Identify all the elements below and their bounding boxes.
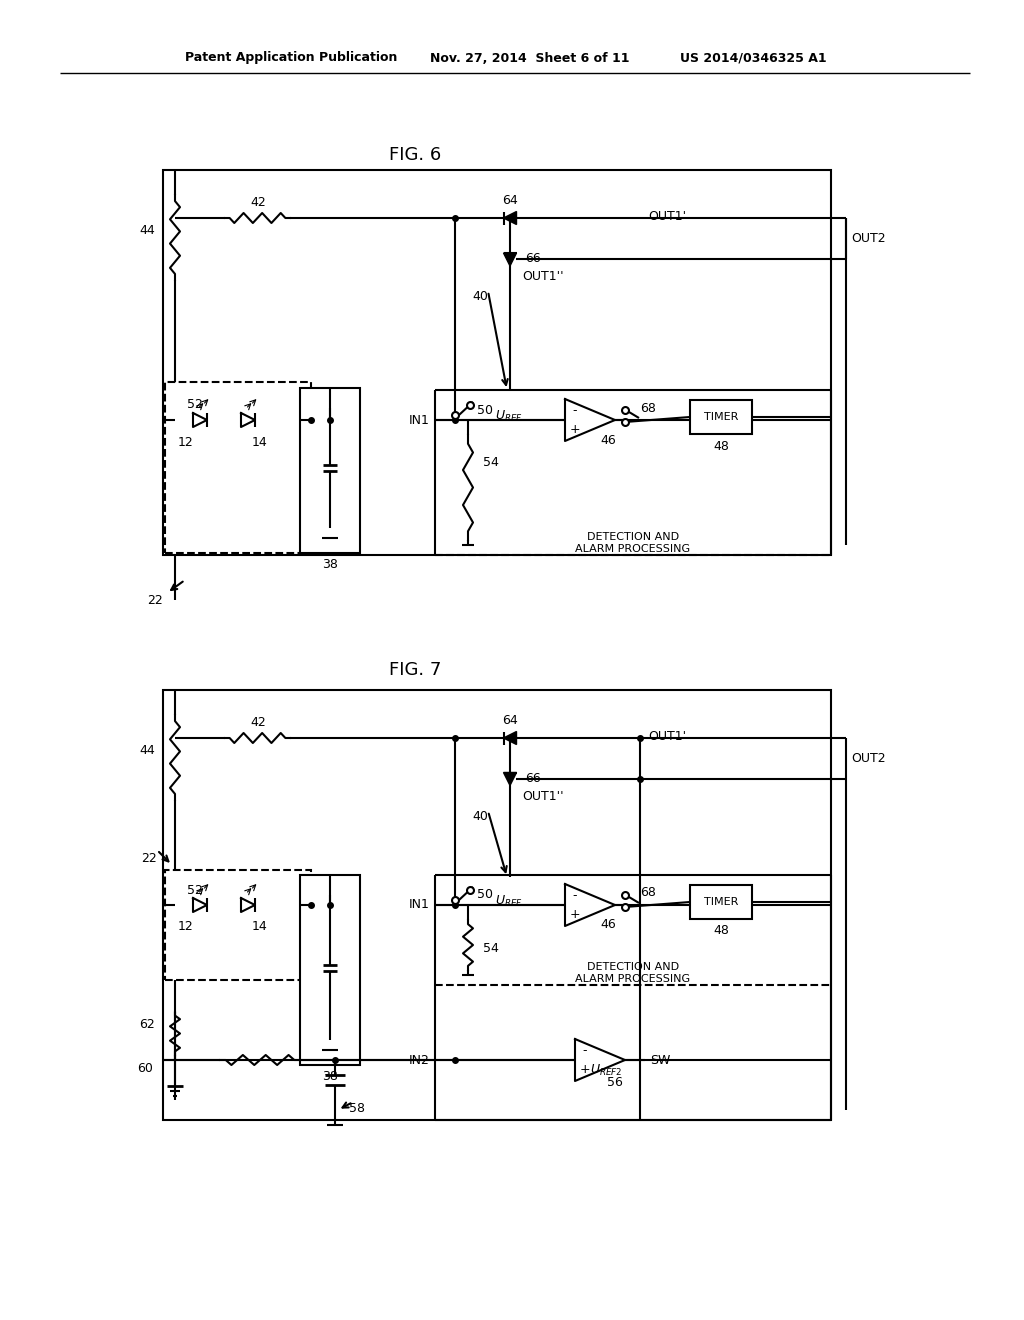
Text: 12: 12 — [178, 436, 194, 449]
Text: OUT2: OUT2 — [851, 231, 886, 244]
Text: $U_{REF2}$: $U_{REF2}$ — [590, 1063, 623, 1077]
Text: DETECTION AND: DETECTION AND — [587, 532, 679, 543]
Text: 38: 38 — [323, 1071, 338, 1084]
Bar — [300, 875, 360, 1065]
Text: 42: 42 — [250, 197, 266, 210]
Polygon shape — [193, 898, 207, 912]
Text: ALARM PROCESSING: ALARM PROCESSING — [575, 974, 690, 983]
Polygon shape — [565, 884, 615, 927]
Text: 50: 50 — [477, 888, 493, 902]
Text: 38: 38 — [323, 558, 338, 572]
Text: FIG. 7: FIG. 7 — [389, 661, 441, 678]
Text: -: - — [572, 888, 578, 902]
Text: 60: 60 — [137, 1061, 153, 1074]
Text: SW: SW — [650, 1053, 671, 1067]
Bar — [435, 389, 831, 554]
Bar — [690, 400, 752, 434]
Text: TIMER: TIMER — [703, 898, 738, 907]
Text: 54: 54 — [483, 457, 499, 470]
Text: 56: 56 — [607, 1076, 623, 1089]
Text: IN1: IN1 — [410, 899, 430, 912]
Text: $U_{REF}$: $U_{REF}$ — [495, 894, 523, 908]
Polygon shape — [193, 413, 207, 426]
Bar — [690, 884, 752, 919]
Text: 50: 50 — [477, 404, 493, 417]
Text: 40: 40 — [472, 290, 488, 304]
Text: 40: 40 — [472, 810, 488, 824]
Text: 52: 52 — [187, 883, 203, 896]
Text: 14: 14 — [252, 920, 268, 933]
Text: 44: 44 — [139, 743, 155, 756]
Text: 68: 68 — [640, 401, 656, 414]
Bar — [165, 870, 311, 979]
Polygon shape — [504, 731, 516, 744]
Text: OUT1'': OUT1'' — [522, 791, 563, 804]
Text: 52: 52 — [187, 399, 203, 412]
Polygon shape — [241, 413, 255, 426]
Text: 66: 66 — [525, 252, 541, 265]
Text: 46: 46 — [600, 919, 615, 932]
Bar — [163, 690, 831, 1119]
Text: OUT1': OUT1' — [648, 730, 686, 743]
Polygon shape — [565, 399, 615, 441]
Text: Patent Application Publication: Patent Application Publication — [185, 51, 397, 65]
Polygon shape — [504, 211, 516, 224]
Polygon shape — [504, 772, 516, 785]
Text: 44: 44 — [139, 223, 155, 236]
Text: 42: 42 — [250, 717, 266, 730]
Text: $U_{REF}$: $U_{REF}$ — [495, 408, 523, 424]
Text: 64: 64 — [502, 714, 518, 727]
Text: 66: 66 — [525, 772, 541, 785]
Bar — [163, 170, 831, 554]
Text: Nov. 27, 2014  Sheet 6 of 11: Nov. 27, 2014 Sheet 6 of 11 — [430, 51, 630, 65]
Text: -: - — [572, 404, 578, 417]
Text: -: - — [583, 1044, 587, 1057]
Text: OUT1'': OUT1'' — [522, 271, 563, 284]
Polygon shape — [504, 253, 516, 267]
Text: OUT1': OUT1' — [648, 210, 686, 223]
Text: 48: 48 — [713, 440, 729, 453]
Polygon shape — [575, 1039, 625, 1081]
Text: +: + — [569, 908, 581, 921]
Text: IN1: IN1 — [410, 413, 430, 426]
Text: US 2014/0346325 A1: US 2014/0346325 A1 — [680, 51, 826, 65]
Text: 14: 14 — [252, 436, 268, 449]
Text: 48: 48 — [713, 924, 729, 937]
Text: IN2: IN2 — [410, 1053, 430, 1067]
Text: 22: 22 — [141, 851, 157, 865]
Text: DETECTION AND: DETECTION AND — [587, 962, 679, 972]
Bar — [300, 388, 360, 553]
Text: 12: 12 — [178, 920, 194, 933]
Text: OUT2: OUT2 — [851, 751, 886, 764]
Text: +: + — [580, 1063, 590, 1076]
Text: 64: 64 — [502, 194, 518, 207]
Text: +: + — [569, 422, 581, 436]
Text: 62: 62 — [139, 1019, 155, 1031]
Text: FIG. 6: FIG. 6 — [389, 147, 441, 164]
Text: 54: 54 — [483, 941, 499, 954]
Polygon shape — [241, 898, 255, 912]
Text: 46: 46 — [600, 433, 615, 446]
Text: 22: 22 — [147, 594, 163, 606]
Text: ALARM PROCESSING: ALARM PROCESSING — [575, 544, 690, 554]
Bar — [165, 381, 311, 553]
Text: 68: 68 — [640, 887, 656, 899]
Text: TIMER: TIMER — [703, 412, 738, 422]
Text: 58: 58 — [349, 1101, 365, 1114]
